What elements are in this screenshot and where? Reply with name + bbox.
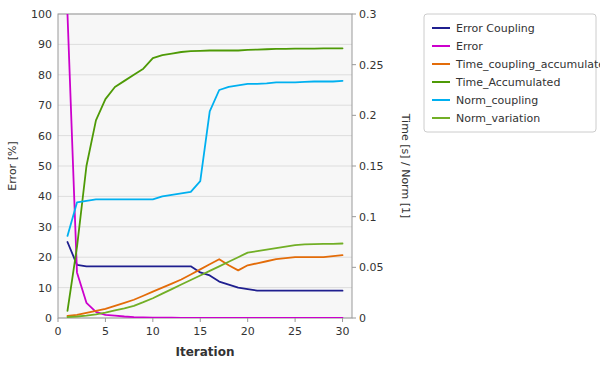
x-tick-label: 10 [146,325,160,338]
legend-swatch [432,45,450,47]
legend-swatch [432,27,450,29]
legend-label: Time_coupling_accumulated [455,58,600,71]
legend-swatch [432,81,450,83]
y2-tick [352,267,356,268]
x-tick-label: 5 [102,325,109,338]
grid-line [58,287,352,288]
grid-line [58,196,352,197]
legend-label: Norm_coupling [456,94,538,107]
y2-tick [352,166,356,167]
series-line [67,244,342,317]
series-line [67,14,342,318]
y2-tick [352,216,356,217]
x-tick-label: 30 [336,325,350,338]
legend-swatch [432,99,450,101]
x-tick [247,318,248,322]
grid-line [58,226,352,227]
y-tick-label: 70 [38,99,52,112]
chart: 010203040506070809010000.050.10.150.20.2… [0,0,600,376]
series-line [67,81,342,236]
legend-swatch [432,63,450,65]
y2-tick [352,64,356,65]
grid-line [58,135,352,136]
y2-tick-label: 0.05 [359,261,384,274]
y2-axis-label: Time [s] / Norm [1] [399,113,412,219]
grid-line [58,74,352,75]
y2-tick-label: 0.2 [359,109,377,122]
x-tick [200,318,201,322]
x-tick-label: 25 [288,325,302,338]
y2-tick [352,318,356,319]
plot-frame [58,14,352,318]
legend-label: Time_Accumulated [455,76,560,89]
legend-label: Norm_variation [456,112,540,125]
legend-frame [424,14,596,132]
grid-line [58,166,352,167]
y2-tick-label: 0.1 [359,211,377,224]
y-tick-label: 10 [38,282,52,295]
plot-background [58,14,352,318]
x-tick [295,318,296,322]
y-tick-label: 60 [38,130,52,143]
y2-tick-label: 0.3 [359,8,377,21]
x-tick [342,318,343,322]
y-tick-label: 90 [38,38,52,51]
x-tick-label: 15 [193,325,207,338]
series-group [67,14,342,318]
grid-line [58,44,352,45]
y2-tick [352,14,356,15]
y2-tick-label: 0.15 [359,160,384,173]
y2-tick-label: 0.25 [359,59,384,72]
y-tick-label: 30 [38,221,52,234]
x-tick-label: 20 [241,325,255,338]
x-tick [58,318,59,322]
y2-tick-label: 0 [359,312,366,325]
y2-tick [352,115,356,116]
legend: Error Coupling Error Time_coupling_accumul… [424,14,600,132]
legend-swatch [432,117,450,119]
x-tick [152,318,153,322]
legend-label: Error Coupling [456,22,535,35]
series-line [67,255,342,316]
x-tick [105,318,106,322]
y-axis-label: Error [%] [6,141,19,190]
y-tick-label: 100 [31,8,52,21]
legend-label: Error [456,40,483,53]
y-tick-label: 50 [38,160,52,173]
y-tick-label: 20 [38,251,52,264]
y-tick-label: 40 [38,190,52,203]
y-tick-label: 0 [45,312,52,325]
x-axis-label: Iteration [176,345,235,359]
series-line [67,48,342,311]
y-tick-label: 80 [38,69,52,82]
x-tick-label: 0 [55,325,62,338]
